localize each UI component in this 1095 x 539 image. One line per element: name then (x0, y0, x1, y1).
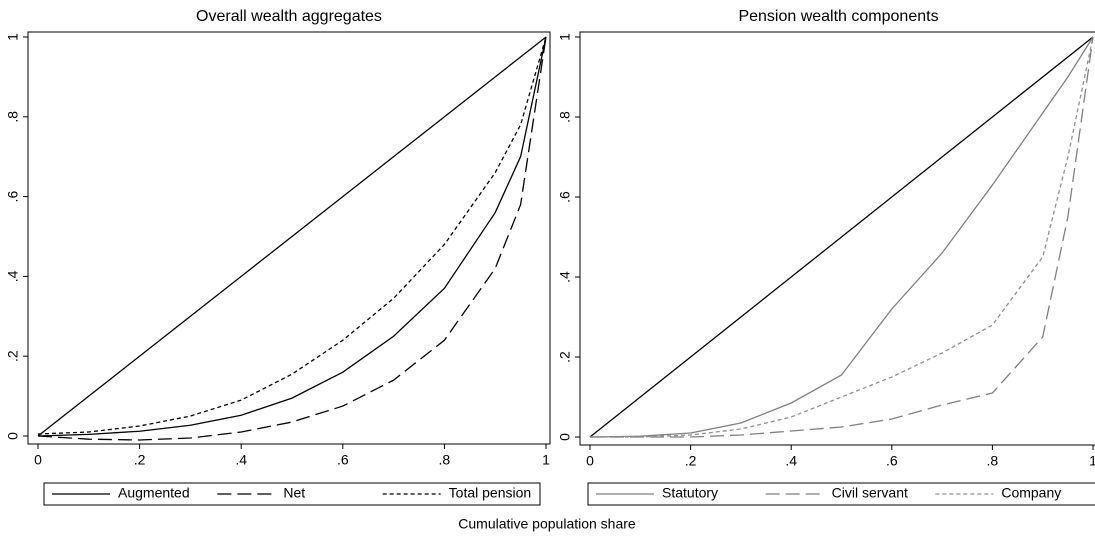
x-axis-label: Cumulative population share (458, 516, 636, 532)
y-tick-label: .2 (5, 350, 21, 362)
equality-line (37, 36, 547, 437)
y-tick-label: 1 (557, 33, 573, 41)
chart-title: Overall wealth aggregates (196, 8, 382, 25)
legend-box (587, 482, 1095, 506)
x-tick-label: .4 (235, 452, 247, 468)
legend-label: Statutory (662, 485, 718, 501)
plot-frame (579, 31, 1095, 446)
y-tick-label: 0 (557, 433, 573, 441)
x-tick-label: .8 (439, 452, 451, 468)
legend-label: Civil servant (832, 485, 908, 501)
y-tick-label: 1 (5, 33, 21, 41)
x-tick-label: 0 (34, 452, 42, 468)
legend-label: Augmented (118, 485, 190, 501)
y-tick-label: .8 (557, 111, 573, 123)
series-line (590, 36, 1094, 438)
x-tick-label: .2 (134, 452, 146, 468)
plot-frame (27, 31, 551, 445)
x-tick-label: .4 (785, 453, 797, 469)
chart-title: Pension wealth components (738, 8, 938, 25)
x-tick-label: 1 (1089, 453, 1095, 469)
series-line (37, 36, 547, 435)
legend-box (43, 482, 541, 506)
series-line (590, 36, 1094, 438)
x-tick-label: .6 (886, 453, 898, 469)
x-tick-label: .2 (685, 453, 697, 469)
series-line (37, 36, 547, 437)
y-tick-label: .8 (5, 111, 21, 123)
y-tick-label: .4 (557, 271, 573, 283)
y-tick-label: .6 (5, 191, 21, 203)
y-tick-label: .2 (557, 351, 573, 363)
x-tick-label: 0 (586, 453, 594, 469)
x-tick-label: 1 (542, 452, 550, 468)
legend-label: Net (283, 485, 305, 501)
y-tick-label: .4 (5, 270, 21, 282)
legend-label: Total pension (449, 485, 532, 501)
series-line (589, 36, 1094, 438)
y-tick-label: .6 (557, 191, 573, 203)
legend-label: Company (1001, 485, 1061, 501)
y-tick-label: 0 (5, 432, 21, 440)
series-line (37, 36, 547, 441)
x-tick-label: .6 (337, 452, 349, 468)
equality-line (589, 36, 1094, 438)
x-tick-label: .8 (987, 453, 999, 469)
